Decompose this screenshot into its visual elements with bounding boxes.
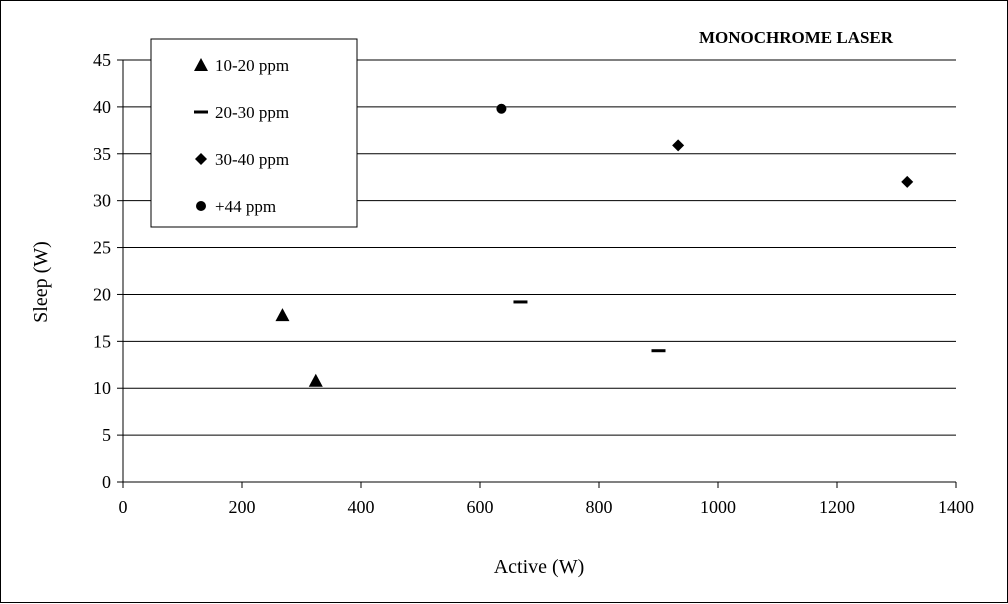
tick-labels: 0 5 10 15 20 25 30 35 40 45 0 200 400 600 800 1000 1200 1… <box>93 50 974 517</box>
x-tick-label: 0 <box>119 497 128 517</box>
data-point-circle <box>496 103 507 114</box>
y-tick-label: 35 <box>93 144 111 164</box>
data-point-dash <box>513 300 528 304</box>
data-point-diamond <box>901 175 914 188</box>
chart-title: MONOCHROME LASER <box>699 28 894 47</box>
axes <box>122 60 956 483</box>
x-tick-label: 1200 <box>819 497 855 517</box>
y-axis-title: Sleep (W) <box>30 241 52 323</box>
legend-marker-diamond <box>195 153 207 165</box>
x-tick-label: 800 <box>586 497 613 517</box>
data-point-triangle <box>275 308 290 322</box>
y-tick-label: 20 <box>93 284 111 304</box>
data-point-diamond <box>672 139 685 152</box>
y-tick-label: 45 <box>93 50 111 70</box>
legend-label: +44 ppm <box>215 197 276 216</box>
legend-item: +44 ppm <box>196 197 276 216</box>
legend-label: 30-40 ppm <box>215 150 289 169</box>
x-tick-label: 400 <box>348 497 375 517</box>
data-points <box>275 103 914 387</box>
y-tick-label: 0 <box>102 472 111 492</box>
legend-label: 10-20 ppm <box>215 56 289 75</box>
legend-item: 10-20 ppm <box>194 56 289 75</box>
data-point-dash <box>651 349 666 353</box>
x-tick-label: 1000 <box>700 497 736 517</box>
y-tick-label: 30 <box>93 191 111 211</box>
y-tick-label: 5 <box>102 425 111 445</box>
legend-marker-triangle <box>194 58 208 71</box>
y-tick-label: 15 <box>93 331 111 351</box>
y-tick-label: 40 <box>93 97 111 117</box>
y-tick-label: 25 <box>93 238 111 258</box>
x-tick-label: 1400 <box>938 497 974 517</box>
legend-box <box>150 38 358 228</box>
legend-marker-dash <box>194 110 208 114</box>
x-tick-label: 200 <box>229 497 256 517</box>
data-point-triangle <box>308 373 323 387</box>
legend-item: 20-30 ppm <box>194 103 289 122</box>
legend: 10-20 ppm 20-30 ppm 30-40 ppm +44 ppm <box>150 38 358 228</box>
legend-label: 20-30 ppm <box>215 103 289 122</box>
legend-marker-circle <box>196 201 206 211</box>
legend-item: 30-40 ppm <box>195 150 289 169</box>
x-axis-title: Active (W) <box>494 556 585 578</box>
x-tick-label: 600 <box>467 497 494 517</box>
y-tick-label: 10 <box>93 378 111 398</box>
